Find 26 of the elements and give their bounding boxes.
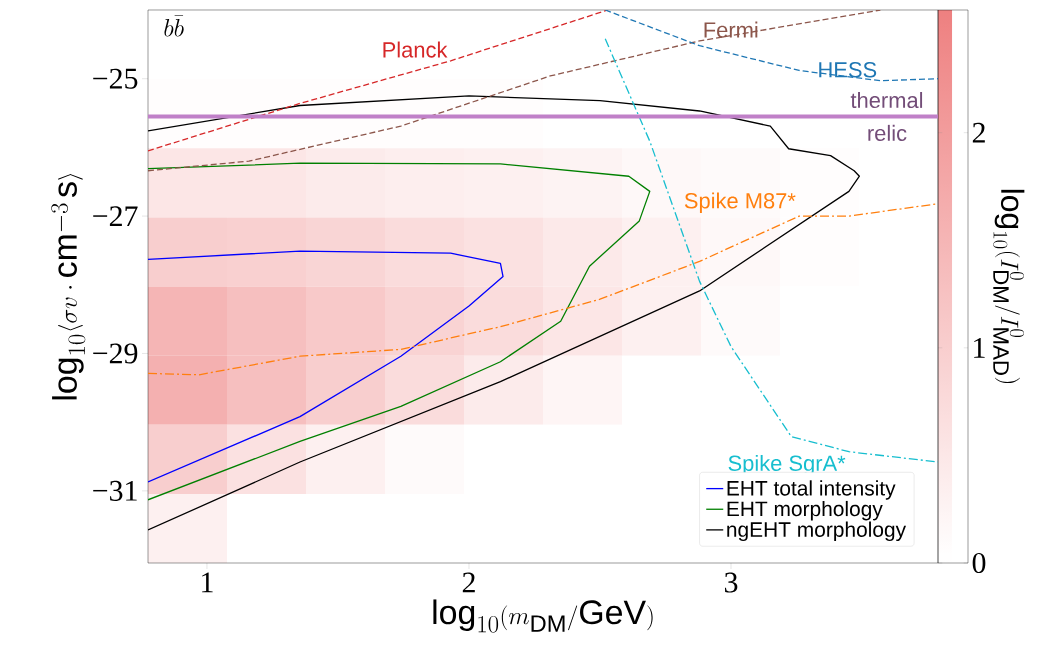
x-tick-label: 1 [202, 572, 213, 593]
y-tick-label: −31 [93, 480, 137, 501]
color-bar-label: 2 [972, 122, 985, 143]
text: $b\bar{b}$ [164, 15, 184, 37]
y-tick-label: −27 [93, 206, 138, 226]
color-bar-label: 1 [974, 337, 985, 358]
legend-label: EHT total intensity [727, 480, 896, 500]
line-series [148, 250, 504, 483]
annotation: Fermi [704, 21, 758, 38]
x-tick-label: 2 [462, 572, 475, 593]
y-axis-title: $\log_{10}\langle \sigma v\cdot {\rm cm}^{-3}\,{\rm s}\rangle$ [51, 174, 86, 400]
annotation: Spike SgrA* [728, 454, 846, 476]
legend-label: ngEHT morphology [727, 521, 907, 542]
y-tick-label: −25 [93, 68, 138, 89]
ref-line-label: thermal relic [850, 91, 923, 141]
color-bar-label: 0 [972, 552, 986, 574]
annotation: Spike M87* [684, 192, 796, 213]
annotation: HESS [819, 62, 877, 78]
line-series [604, 10, 939, 82]
x-tick-label: 3 [724, 572, 738, 593]
legend-label: EHT morphology [727, 500, 883, 521]
color-bar-title: $\log_{10}(I^0_{\rm DM}/I^0_{\rm MAD})$ [993, 189, 1025, 384]
line-series [148, 162, 651, 501]
y-tick-label: −29 [93, 343, 138, 364]
annotation: Planck [383, 41, 448, 58]
x-axis-title: $\log_{10}(m_{\rm DM}/{\rm GeV})$ [433, 599, 653, 633]
